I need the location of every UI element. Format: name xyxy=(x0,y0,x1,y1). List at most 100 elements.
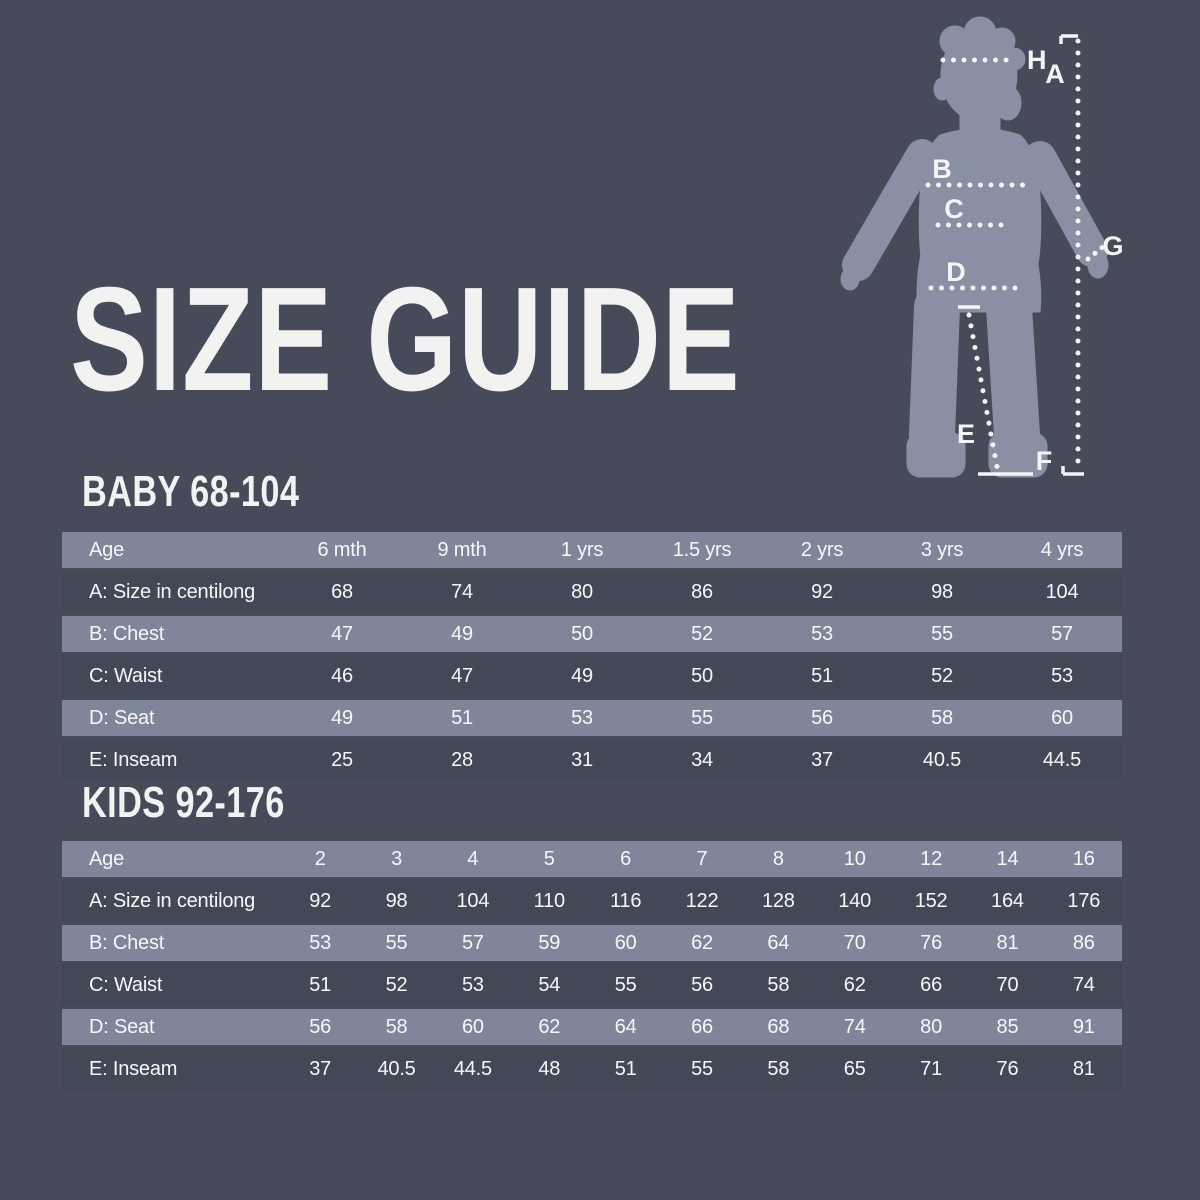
value-cell: 152 xyxy=(914,889,948,912)
value-cell: 55 xyxy=(614,973,637,996)
measure-label-d: D xyxy=(946,257,966,287)
column-header: 7 xyxy=(696,847,708,870)
value-cell: 110 xyxy=(533,889,565,912)
table-row: A: Size in centilong 68 74 80 86 92 98 104 xyxy=(62,571,1122,613)
row-label: D: Seat xyxy=(89,1015,155,1038)
column-header-age: Age xyxy=(89,847,124,870)
silhouette-left-mitten xyxy=(840,267,860,291)
silhouette-torso xyxy=(918,128,1042,270)
value-cell: 34 xyxy=(691,748,713,771)
height-bottom-bracket xyxy=(1061,466,1084,476)
table-row: E: Inseam 37 40.5 44.5 48 51 55 58 65 71 76 81 xyxy=(62,1048,1122,1090)
value-cell: 60 xyxy=(614,931,637,954)
row-label: E: Inseam xyxy=(89,748,178,771)
value-cell: 54 xyxy=(538,973,561,996)
value-cell: 86 xyxy=(691,580,713,603)
value-cell: 60 xyxy=(1051,706,1073,729)
value-cell: 98 xyxy=(385,889,408,912)
child-measurement-diagram: H A B C D E F G xyxy=(830,15,1130,495)
value-cell: 44.5 xyxy=(1042,748,1082,771)
baby-section-heading: BABY 68-104 xyxy=(82,467,300,516)
value-cell: 76 xyxy=(920,931,943,954)
value-cell: 66 xyxy=(920,973,943,996)
value-cell: 64 xyxy=(614,1015,637,1038)
measure-label-f: F xyxy=(1036,446,1053,476)
silhouette-ear xyxy=(933,77,951,101)
column-header: 2 yrs xyxy=(800,538,844,561)
column-header: 5 xyxy=(543,847,555,870)
table-header-row: Age 6 mth 9 mth 1 yrs 1.5 yrs 2 yrs 3 yrs 4 yrs xyxy=(62,529,1122,571)
value-cell: 128 xyxy=(761,889,795,912)
row-label: A: Size in centilong xyxy=(89,580,256,603)
row-label: B: Chest xyxy=(89,931,165,954)
value-cell: 74 xyxy=(1072,973,1095,996)
row-label: E: Inseam xyxy=(89,1057,178,1080)
table-row: B: Chest 53 55 57 59 60 62 64 70 76 81 86 xyxy=(62,922,1122,964)
measure-label-a: A xyxy=(1045,59,1065,89)
silhouette-right-arm xyxy=(1024,141,1108,267)
column-header: 8 xyxy=(772,847,784,870)
silhouette-left-boot xyxy=(906,432,966,478)
value-cell: 62 xyxy=(538,1015,561,1038)
column-header: 4 xyxy=(467,847,479,870)
value-cell: 52 xyxy=(691,622,713,645)
column-header: 3 xyxy=(391,847,402,870)
column-header: 3 yrs xyxy=(920,538,964,561)
value-cell: 28 xyxy=(451,748,473,771)
value-cell: 58 xyxy=(767,1057,790,1080)
baby-size-table: Age 6 mth 9 mth 1 yrs 1.5 yrs 2 yrs 3 yrs 4 yrs… xyxy=(62,529,1122,781)
value-cell: 65 xyxy=(843,1057,866,1080)
value-cell: 56 xyxy=(309,1015,332,1038)
measure-label-c: C xyxy=(944,194,964,224)
value-cell: 91 xyxy=(1072,1015,1095,1038)
silhouette-right-boot xyxy=(988,432,1048,478)
child-silhouette-figure: H A B C D E F G xyxy=(840,16,1124,478)
value-cell: 47 xyxy=(451,664,473,687)
kids-section-heading: KIDS 92-176 xyxy=(82,778,285,827)
value-cell: 176 xyxy=(1067,889,1101,912)
row-label: A: Size in centilong xyxy=(89,889,256,912)
value-cell: 57 xyxy=(1051,622,1073,645)
value-cell: 48 xyxy=(538,1057,561,1080)
column-header-age: Age xyxy=(89,538,124,561)
value-cell: 50 xyxy=(691,664,713,687)
column-header: 14 xyxy=(996,847,1019,870)
value-cell: 92 xyxy=(309,889,332,912)
value-cell: 98 xyxy=(931,580,953,603)
value-cell: 70 xyxy=(996,973,1019,996)
value-cell: 122 xyxy=(685,889,719,912)
value-cell: 53 xyxy=(461,973,484,996)
value-cell: 104 xyxy=(456,889,490,912)
measure-label-h: H xyxy=(1027,45,1047,75)
value-cell: 52 xyxy=(931,664,953,687)
value-cell: 70 xyxy=(843,931,866,954)
table-row: D: Seat 49 51 53 55 56 58 60 xyxy=(62,697,1122,739)
inseam-measure-line-e xyxy=(966,312,1000,470)
value-cell: 86 xyxy=(1072,931,1095,954)
value-cell: 81 xyxy=(996,931,1019,954)
value-cell: 55 xyxy=(385,931,408,954)
value-cell: 140 xyxy=(838,889,872,912)
column-header: 10 xyxy=(843,847,866,870)
value-cell: 80 xyxy=(571,580,593,603)
value-cell: 64 xyxy=(767,931,790,954)
row-label: C: Waist xyxy=(89,664,163,687)
value-cell: 60 xyxy=(461,1015,484,1038)
table-row: C: Waist 51 52 53 54 55 56 58 62 66 70 74 xyxy=(62,964,1122,1006)
value-cell: 116 xyxy=(609,889,642,912)
value-cell: 51 xyxy=(451,706,473,729)
row-label: C: Waist xyxy=(89,973,163,996)
measure-label-b: B xyxy=(932,154,952,184)
value-cell: 68 xyxy=(767,1015,790,1038)
column-header: 16 xyxy=(1072,847,1095,870)
value-cell: 62 xyxy=(691,931,713,954)
value-cell: 37 xyxy=(309,1057,332,1080)
column-header: 9 mth xyxy=(437,538,487,561)
value-cell: 52 xyxy=(385,973,408,996)
value-cell: 71 xyxy=(920,1057,943,1080)
value-cell: 49 xyxy=(571,664,593,687)
value-cell: 104 xyxy=(1045,580,1079,603)
value-cell: 74 xyxy=(451,580,473,603)
value-cell: 51 xyxy=(309,973,332,996)
value-cell: 55 xyxy=(691,1057,713,1080)
